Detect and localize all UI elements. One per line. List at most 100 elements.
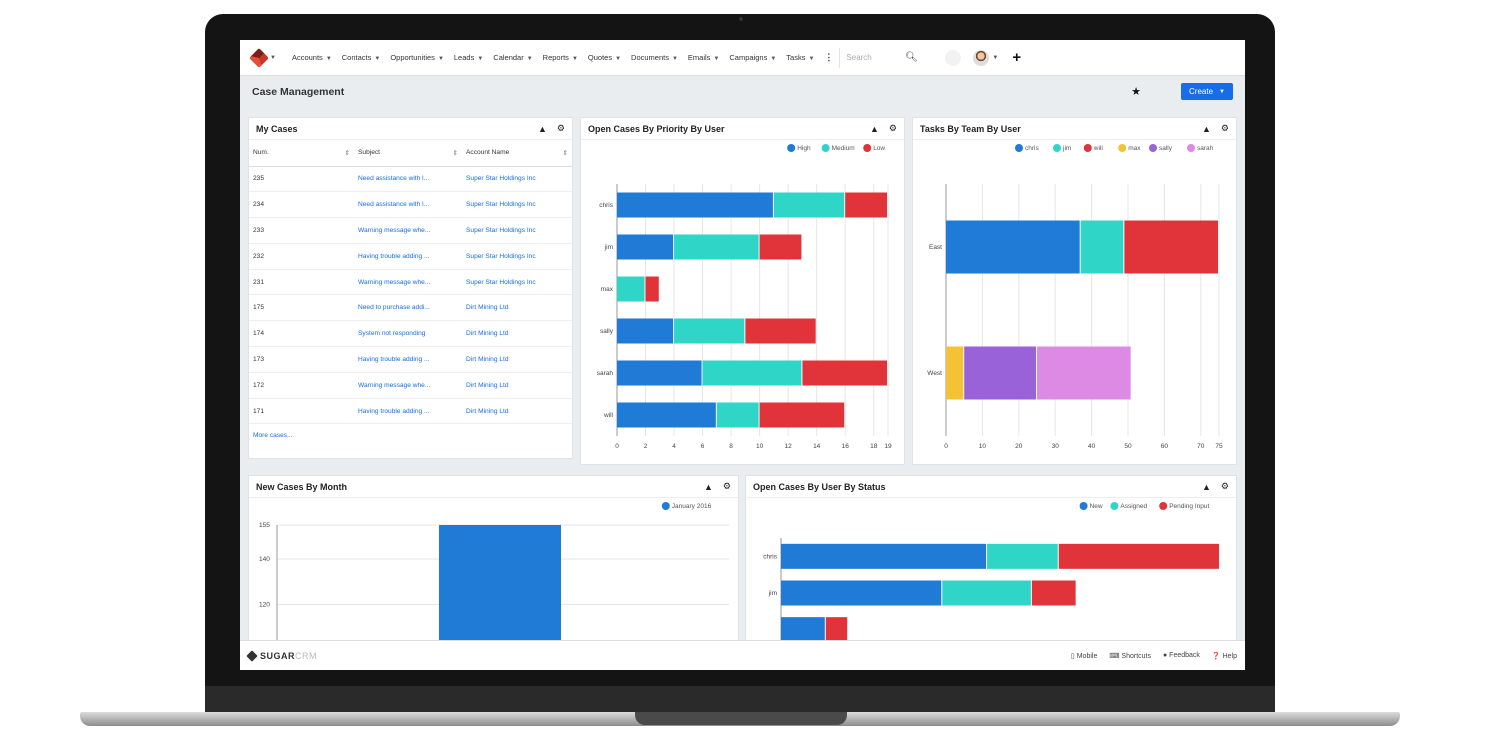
- legend-dot[interactable]: [787, 144, 796, 152]
- bar-segment[interactable]: [617, 360, 702, 386]
- account-name-link[interactable]: Dirt Mining Ltd: [462, 294, 572, 322]
- bar-segment[interactable]: [617, 402, 716, 428]
- collapse-icon[interactable]: ▲: [1202, 481, 1211, 492]
- legend-dot[interactable]: [863, 144, 872, 152]
- legend-dot[interactable]: [1149, 144, 1157, 152]
- legend-label[interactable]: High: [797, 145, 811, 152]
- bar-segment[interactable]: [802, 360, 887, 386]
- chevron-down-icon[interactable]: ▼: [526, 56, 533, 62]
- bar-segment[interactable]: [781, 617, 825, 643]
- legend-dot[interactable]: [661, 502, 670, 510]
- legend-label[interactable]: sarah: [1197, 145, 1214, 152]
- bar[interactable]: [439, 525, 561, 668]
- bar-segment[interactable]: [702, 360, 802, 386]
- gear-icon[interactable]: ⚙: [1220, 123, 1229, 133]
- table-row[interactable]: 174 System not responding Dirt Mining Ltd: [249, 320, 572, 348]
- nav-quotes[interactable]: Quotes ▼: [588, 53, 621, 62]
- case-subject-link[interactable]: Having trouble adding ...: [354, 243, 462, 270]
- legend-label[interactable]: sally: [1159, 145, 1173, 152]
- table-row[interactable]: 172 Warning message whe... Dirt Mining Ltd: [249, 372, 572, 399]
- bar-segment[interactable]: [1058, 543, 1219, 569]
- chevron-down-icon[interactable]: ▼: [571, 56, 578, 62]
- gear-icon[interactable]: ⚙: [1220, 481, 1229, 491]
- chevron-down-icon[interactable]: ▼: [374, 56, 381, 62]
- chevron-down-icon[interactable]: ▼: [808, 56, 815, 62]
- bar-segment[interactable]: [645, 276, 659, 302]
- nav-more-button[interactable]: ⋮: [824, 52, 834, 62]
- shortcuts-link[interactable]: ⌨ Shortcuts: [1109, 652, 1151, 660]
- nav-accounts[interactable]: Accounts ▼: [292, 53, 332, 62]
- table-row[interactable]: 235 Need assistance with l... Super Star H…: [249, 166, 572, 193]
- legend-label[interactable]: Medium: [832, 145, 855, 152]
- nav-opportunities[interactable]: Opportunities ▼: [390, 53, 444, 62]
- account-name-link[interactable]: Dirt Mining Ltd: [462, 398, 572, 425]
- more-cases-link[interactable]: More cases...: [253, 432, 293, 440]
- quick-create-icon[interactable]: +: [1012, 49, 1022, 66]
- user-avatar[interactable]: [973, 49, 990, 66]
- account-name-link[interactable]: Dirt Mining Ltd: [462, 320, 572, 348]
- column-header[interactable]: Subject ⇕: [354, 140, 462, 167]
- account-name-link[interactable]: Super Star Holdings Inc: [462, 217, 572, 244]
- legend-label[interactable]: will: [1093, 145, 1104, 152]
- bar-segment[interactable]: [946, 220, 1080, 274]
- legend-label[interactable]: Pending Input: [1169, 503, 1209, 510]
- nav-reports[interactable]: Reports ▼: [543, 53, 578, 62]
- bar-segment[interactable]: [759, 402, 845, 428]
- case-subject-link[interactable]: Warning message whe...: [354, 217, 462, 244]
- search-input[interactable]: Search: [846, 53, 872, 62]
- collapse-icon[interactable]: ▲: [704, 481, 713, 492]
- account-name-link[interactable]: Super Star Holdings Inc: [462, 269, 572, 296]
- bar-segment[interactable]: [942, 580, 1031, 606]
- chevron-down-icon[interactable]: ▼: [713, 56, 720, 62]
- notifications-icon[interactable]: [945, 49, 962, 66]
- account-name-link[interactable]: Super Star Holdings Inc: [462, 166, 572, 193]
- table-row[interactable]: 175 Need to purchase addi... Dirt Mining L…: [249, 294, 572, 322]
- bar-segment[interactable]: [674, 318, 745, 344]
- search-icon[interactable]: 🔍︎: [905, 52, 918, 63]
- legend-label[interactable]: January 2016: [672, 503, 712, 510]
- bar-segment[interactable]: [845, 192, 887, 218]
- legend-dot[interactable]: [1118, 144, 1127, 152]
- collapse-icon[interactable]: ▲: [870, 123, 879, 134]
- legend-label[interactable]: Low: [873, 145, 885, 152]
- favorite-star-icon[interactable]: ★: [1131, 86, 1142, 98]
- bar-segment[interactable]: [964, 346, 1036, 400]
- legend-dot[interactable]: [1083, 144, 1092, 152]
- nav-documents[interactable]: Documents ▼: [631, 53, 678, 62]
- legend-label[interactable]: New: [1090, 503, 1103, 510]
- bar-segment[interactable]: [759, 234, 802, 260]
- table-row[interactable]: 173 Having trouble adding ... Dirt Mining …: [249, 346, 572, 373]
- case-subject-link[interactable]: Having trouble adding ...: [354, 346, 462, 373]
- chevron-down-icon[interactable]: ▼: [325, 56, 332, 62]
- help-link[interactable]: ❓ Help: [1212, 652, 1237, 660]
- collapse-icon[interactable]: ▲: [538, 123, 547, 134]
- account-name-link[interactable]: Super Star Holdings Inc: [462, 243, 572, 270]
- chevron-down-icon[interactable]: ▼: [437, 56, 444, 62]
- chevron-down-icon[interactable]: ▼: [671, 56, 678, 62]
- chevron-down-icon[interactable]: ▼: [1219, 88, 1225, 95]
- chevron-down-icon[interactable]: ▼: [615, 56, 622, 62]
- nav-contacts[interactable]: Contacts ▼: [342, 53, 381, 62]
- case-subject-link[interactable]: System not responding: [354, 320, 462, 348]
- bar-segment[interactable]: [987, 543, 1058, 569]
- chevron-down-icon[interactable]: ▼: [477, 56, 484, 62]
- legend-dot[interactable]: [1053, 144, 1061, 152]
- legend-dot[interactable]: [1187, 144, 1195, 152]
- nav-campaigns[interactable]: Campaigns ▼: [729, 53, 776, 62]
- account-name-link[interactable]: Super Star Holdings Inc: [462, 191, 572, 219]
- nav-tasks[interactable]: Tasks ▼: [786, 53, 814, 62]
- gear-icon[interactable]: ⚙: [722, 481, 731, 491]
- table-row[interactable]: 234 Need assistance with l... Super Star H…: [249, 191, 572, 219]
- chevron-down-icon[interactable]: ▼: [992, 54, 999, 61]
- bar-segment[interactable]: [1031, 580, 1076, 606]
- legend-dot[interactable]: [1110, 502, 1119, 510]
- table-row[interactable]: 232 Having trouble adding ... Super Star H…: [249, 243, 572, 270]
- case-subject-link[interactable]: Having trouble adding ...: [354, 398, 462, 425]
- bar-segment[interactable]: [781, 543, 987, 569]
- bar-segment[interactable]: [1124, 220, 1218, 274]
- account-name-link[interactable]: Dirt Mining Ltd: [462, 346, 572, 373]
- legend-label[interactable]: jim: [1062, 145, 1071, 152]
- bar-segment[interactable]: [617, 234, 674, 260]
- table-row[interactable]: 231 Warning message whe... Super Star Hold…: [249, 269, 572, 296]
- nav-calendar[interactable]: Calendar ▼: [493, 53, 532, 62]
